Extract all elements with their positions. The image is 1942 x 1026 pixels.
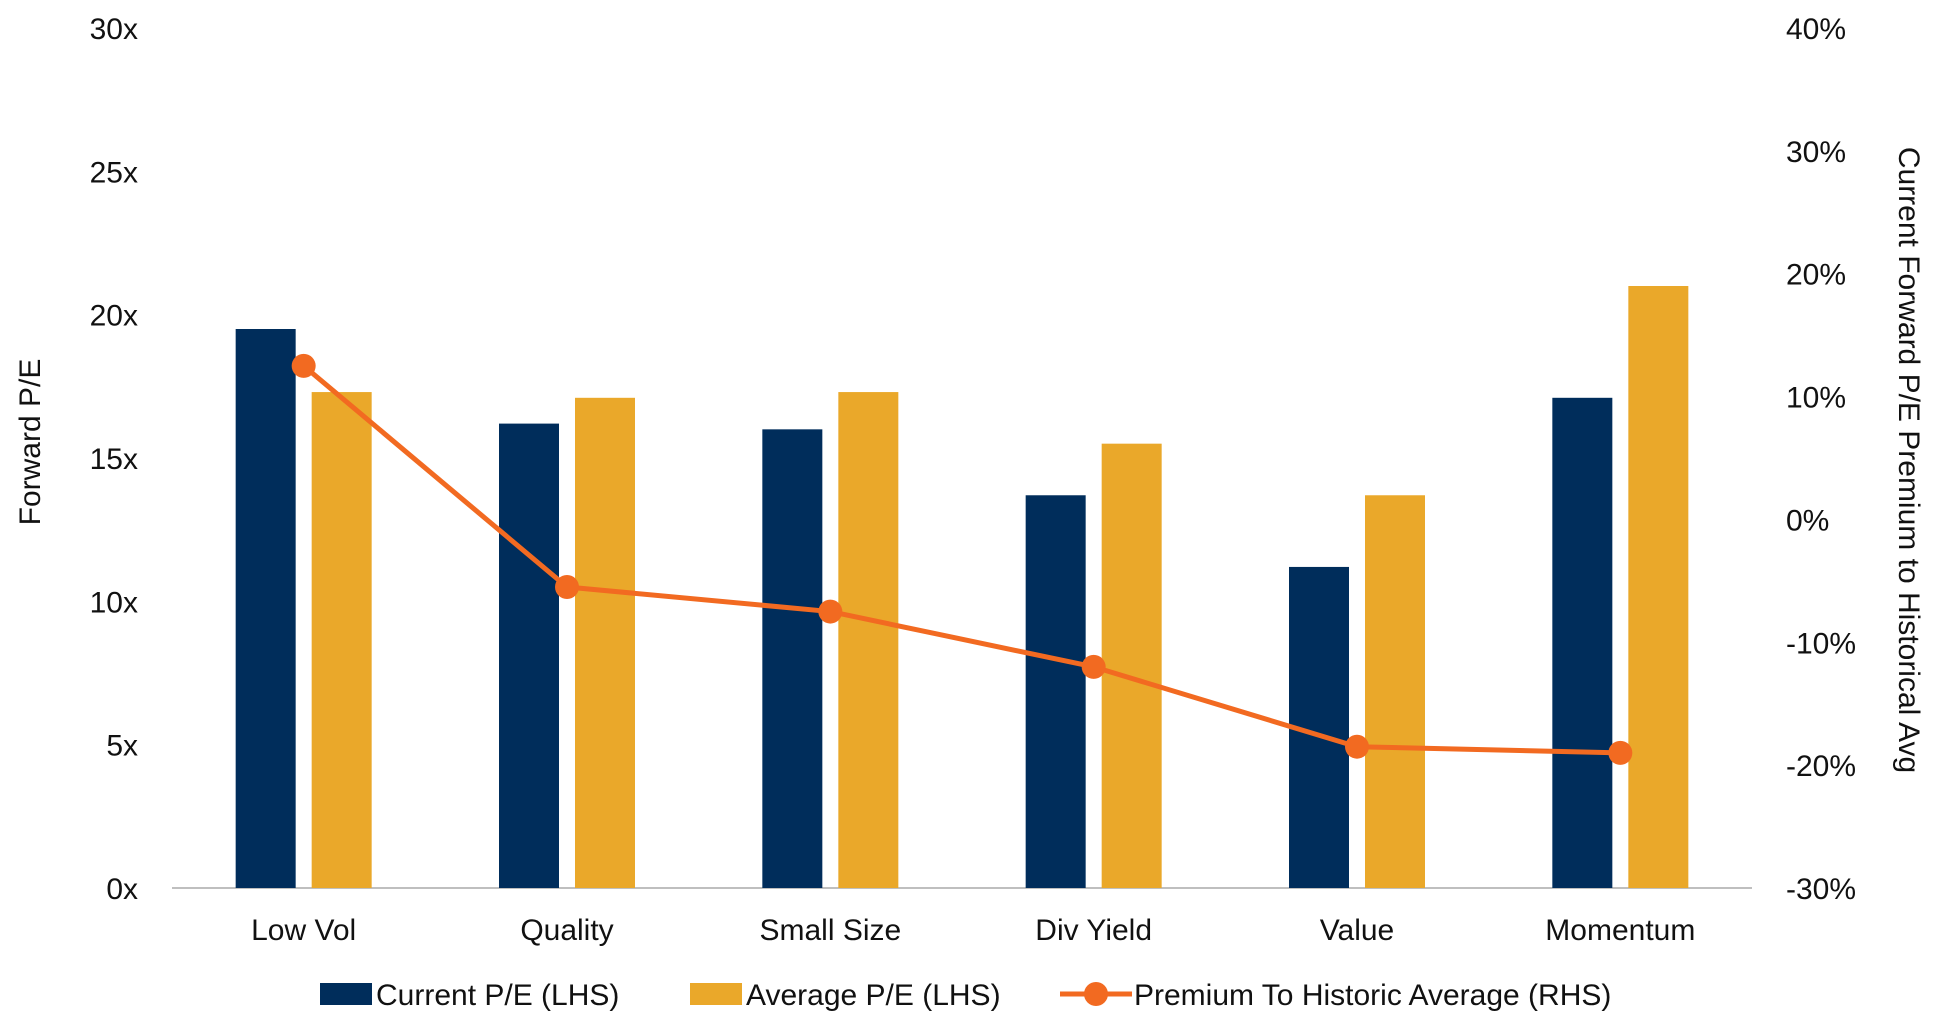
average-pe-bar bbox=[1101, 443, 1162, 888]
average-pe-bar bbox=[1365, 495, 1425, 888]
left-tick-label: 30x bbox=[90, 13, 138, 46]
left-tick-label: 25x bbox=[90, 156, 138, 189]
average-pe-bar bbox=[838, 392, 899, 888]
average-pe-bar bbox=[311, 392, 372, 888]
current-pe-bar bbox=[1552, 397, 1613, 888]
category-label: Value bbox=[1320, 914, 1395, 947]
category-label: Momentum bbox=[1545, 914, 1695, 947]
legend-marker bbox=[1084, 982, 1108, 1006]
premium-line bbox=[302, 363, 1621, 756]
current-pe-bar bbox=[499, 423, 559, 888]
category-labels: Low Vol Quality Small Size Div Yield Value Mo… bbox=[251, 914, 1695, 947]
legend-label: Average P/E (LHS) bbox=[746, 979, 1001, 1012]
average-pe-bar bbox=[1628, 286, 1689, 888]
current-pe-bar bbox=[762, 429, 823, 888]
bars bbox=[235, 286, 1689, 888]
right-tick-label: -30% bbox=[1786, 873, 1856, 906]
right-tick-label: -20% bbox=[1786, 750, 1856, 783]
premium-point bbox=[1081, 654, 1106, 679]
premium-point bbox=[291, 353, 316, 378]
legend-swatch bbox=[320, 983, 372, 1005]
average-pe-bar bbox=[575, 397, 635, 888]
premium-point bbox=[818, 599, 843, 624]
category-label: Quality bbox=[520, 914, 613, 947]
right-tick-label: 0% bbox=[1786, 504, 1829, 537]
right-tick-label: 20% bbox=[1786, 259, 1846, 292]
legend-label: Current P/E (LHS) bbox=[376, 979, 619, 1012]
category-label: Div Yield bbox=[1035, 914, 1152, 947]
right-tick-label: 30% bbox=[1786, 136, 1846, 169]
legend-label: Premium To Historic Average (RHS) bbox=[1134, 979, 1611, 1012]
right-tick-label: 10% bbox=[1786, 382, 1846, 415]
premium-line-series bbox=[291, 353, 1633, 765]
category-label: Low Vol bbox=[251, 914, 356, 947]
left-tick-label: 0x bbox=[106, 873, 138, 906]
left-tick-label: 15x bbox=[90, 443, 138, 476]
left-tick-label: 5x bbox=[106, 730, 138, 763]
left-tick-label: 10x bbox=[90, 586, 138, 619]
legend-swatch bbox=[690, 983, 742, 1005]
premium-point bbox=[1608, 740, 1633, 765]
left-tick-label: 20x bbox=[90, 300, 138, 333]
premium-point bbox=[1345, 734, 1369, 759]
legend: Current P/E (LHS) Average P/E (LHS) Premiu… bbox=[320, 979, 1611, 1012]
right-tick-label: -10% bbox=[1786, 627, 1856, 660]
right-axis-title: Current Forward P/E Premium to Historica… bbox=[1892, 147, 1925, 773]
current-pe-bar bbox=[235, 329, 296, 888]
premium-point bbox=[555, 575, 579, 599]
category-label: Small Size bbox=[759, 914, 901, 947]
right-axis-ticks: -30% -20% -10% 0% 10% 20% 30% 40% bbox=[1786, 13, 1856, 906]
right-tick-label: 40% bbox=[1786, 13, 1846, 46]
left-axis-title: Forward P/E bbox=[14, 359, 47, 526]
left-axis-ticks: 0x 5x 10x 15x 20x 25x 30x bbox=[90, 13, 138, 906]
current-pe-bar bbox=[1025, 495, 1086, 888]
